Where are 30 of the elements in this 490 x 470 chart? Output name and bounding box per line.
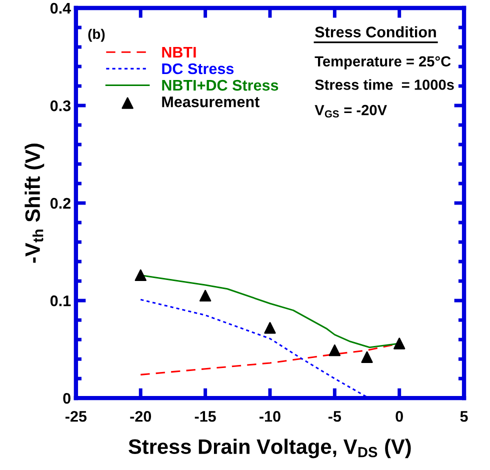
x-tick-label: -15: [194, 411, 216, 422]
x-tick-label: 5: [460, 411, 468, 422]
y-tick-label: 0.2: [50, 198, 70, 209]
legend-label: Measurement: [162, 96, 260, 108]
point: [394, 338, 406, 350]
y-tick-label: 0.1: [50, 295, 71, 306]
x-tick-label: -10: [260, 410, 280, 422]
annotation: (b): [88, 28, 105, 42]
y-tick-label: 0: [63, 392, 70, 404]
x-axis-title: Stress Drain Voltage, V$_{DS}$ (V): [128, 438, 411, 458]
legend-label: DC Stress: [162, 63, 234, 74]
y-tick-label: 0.4: [50, 2, 72, 14]
x-tick-label: -20: [130, 410, 152, 422]
legend-label: NBTI: [162, 46, 196, 58]
point: [264, 322, 276, 334]
annotation: V$_{GS}$ = -20V: [314, 104, 387, 118]
x-tick-label: -25: [66, 410, 87, 422]
point: [134, 269, 146, 282]
x-tick-label: 0: [396, 410, 403, 422]
annotation: Stress time = 1000s: [315, 79, 454, 90]
y-tick-label: 0.3: [50, 100, 71, 112]
point: [328, 344, 341, 356]
annotation: Temperature = 25°C: [314, 56, 451, 70]
line-series: [140, 298, 368, 398]
point: [361, 351, 373, 363]
x-tick-label: -5: [328, 411, 342, 422]
legend-label: NBTI+DC Stress: [162, 80, 278, 91]
y-axis-title: -V$_{th}$ Shift (V): [24, 144, 44, 263]
annotation: Stress Condition: [315, 26, 436, 38]
point: [199, 290, 212, 302]
